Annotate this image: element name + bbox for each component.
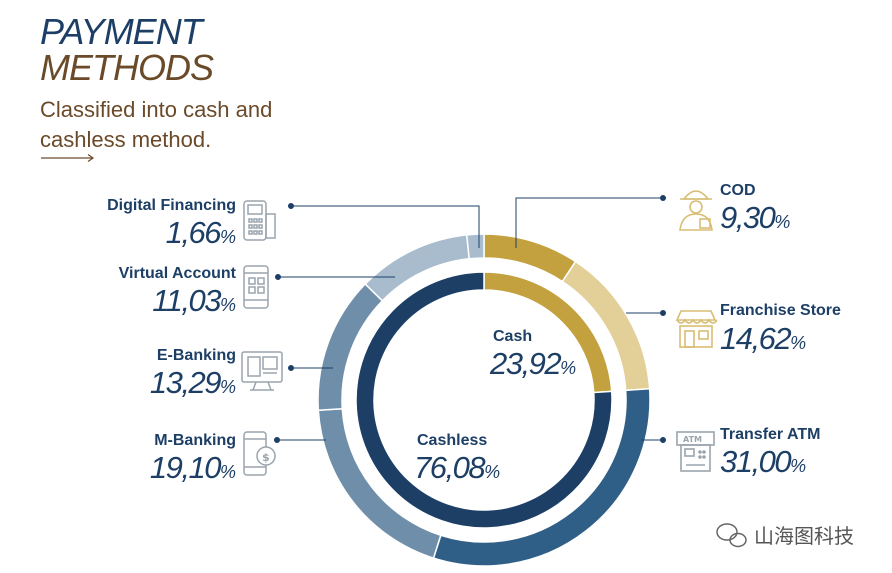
courier-icon [679, 190, 713, 231]
outer-label-digital-financing: Digital Financing 1,66% [107, 197, 236, 250]
subtitle-line-2: cashless method. [40, 127, 211, 152]
e-banking-icon [241, 351, 283, 391]
outer-label-franchise-store: Franchise Store 14,62% [720, 302, 841, 356]
mobile-banking-icon: $ [243, 431, 276, 476]
title-line-2: METHODS [40, 47, 214, 88]
outer-label-transfer-atm-name: Transfer ATM [720, 426, 820, 443]
outer-label-virtual-account-value: 11,03% [152, 283, 236, 318]
svg-text:ATM: ATM [683, 435, 702, 444]
outer-label-digital-financing-value: 1,66% [166, 215, 236, 250]
inner-ring [355, 271, 613, 529]
outer-ring [317, 233, 651, 567]
watermark-text: 山海图科技 [754, 524, 854, 548]
inner-label-cash: Cash 23,92% [489, 328, 576, 381]
outer-label-transfer-atm: Transfer ATM 31,00% [720, 426, 820, 479]
inner-label-cashless-value: 76,08% [414, 450, 500, 485]
leader-dot-transfer-atm [660, 437, 666, 443]
pos-terminal-icon [243, 200, 276, 241]
outer-label-e-banking-name: E-Banking [157, 347, 236, 364]
outer-label-franchise-store-value: 14,62% [720, 321, 806, 356]
store-icon [675, 310, 718, 348]
leader-dot-m-banking [274, 437, 280, 443]
leader-line-cod [515, 197, 663, 248]
leader-dot-virtual-account [275, 274, 281, 280]
leader-dot-digital-financing [288, 203, 294, 209]
phone-icon [243, 265, 269, 309]
outer-label-m-banking-name: M-Banking [154, 432, 236, 449]
leader-dot-e-banking [288, 365, 294, 371]
title-line-1: PAYMENT [40, 11, 206, 52]
outer-label-e-banking-value: 13,29% [150, 365, 236, 400]
outer-label-digital-financing-name: Digital Financing [107, 197, 236, 214]
inner-slice-cashless [355, 271, 613, 529]
outer-label-m-banking: M-Banking 19,10% [150, 432, 236, 485]
outer-label-virtual-account: Virtual Account 11,03% [119, 265, 237, 318]
svg-text:$: $ [262, 451, 270, 464]
leader-dot-cod [660, 195, 666, 201]
leader-line-digital-financing [291, 205, 480, 248]
atm-icon: ATM [676, 431, 715, 472]
wechat-icon [716, 523, 747, 548]
ring-gap [347, 263, 621, 537]
outer-label-franchise-store-name: Franchise Store [720, 302, 841, 319]
outer-slice-digital-financing [465, 233, 485, 260]
inner-label-cashless: Cashless 76,08% [414, 432, 500, 485]
outer-label-e-banking: E-Banking 13,29% [150, 347, 236, 400]
outer-label-cod-value: 9,30% [720, 200, 790, 235]
inner-label-cash-value: 23,92% [489, 346, 576, 381]
outer-label-m-banking-value: 19,10% [150, 450, 236, 485]
outer-label-cod: COD 9,30% [720, 182, 790, 235]
leader-lines [274, 195, 666, 443]
arrow-icon [41, 154, 95, 162]
inner-label-cash-name: Cash [493, 328, 532, 345]
inner-label-cashless-name: Cashless [417, 432, 487, 449]
outer-label-cod-name: COD [720, 182, 756, 199]
watermark: 山海图科技 [716, 523, 854, 548]
subtitle-line-1: Classified into cash and [40, 97, 272, 122]
outer-label-transfer-atm-value: 31,00% [720, 444, 806, 479]
leader-dot-franchise-store [660, 310, 666, 316]
outer-label-virtual-account-name: Virtual Account [119, 265, 237, 282]
